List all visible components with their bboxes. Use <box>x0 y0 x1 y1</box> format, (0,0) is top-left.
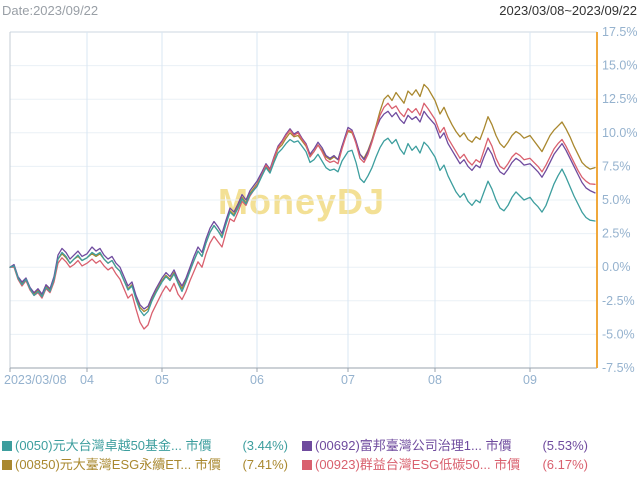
y-axis-label: -2.5% <box>602 294 635 308</box>
y-axis-label: 17.5% <box>602 25 637 39</box>
x-axis-label: 05 <box>155 373 169 387</box>
legend-label-0050: (0050)元大台灣卓越50基金... 市價 <box>15 438 212 453</box>
chart-area[interactable]: MoneyDJ 17.5% 15.0% 12.5% 10.0% 7.5% 5.0% 2.5%… <box>0 0 640 400</box>
legend-item-00850[interactable]: (00850)元大臺灣ESG永續ET... 市價 (7.41%) <box>2 457 302 473</box>
legend-return-pct-00923: (6.17%) <box>542 457 588 472</box>
legend-item-00923[interactable]: (00923)群益台灣ESG低碳50... 市價 (6.17%) <box>302 457 602 473</box>
x-axis-label: 08 <box>428 373 442 387</box>
x-axis-label: 2023/03/08 <box>4 373 67 387</box>
y-axis-label: 2.5% <box>602 227 631 241</box>
y-axis-label: 5.0% <box>602 193 631 207</box>
series-line-00850[interactable] <box>9 83 596 313</box>
legend-return-pct-0050: (3.44%) <box>242 438 288 453</box>
x-axis-label: 09 <box>523 373 537 387</box>
legend-label-00923: (00923)群益台灣ESG低碳50... 市價 <box>315 457 521 472</box>
legend-swatch-00850 <box>2 460 12 470</box>
legend-swatch-00923 <box>302 460 312 470</box>
y-axis-label: 7.5% <box>602 159 631 173</box>
y-axis-label: 0.0% <box>602 260 631 274</box>
legend-label-00692: (00692)富邦臺灣公司治理1... 市價 <box>315 438 512 453</box>
legend-item-0050[interactable]: (0050)元大台灣卓越50基金... 市價 (3.44%) <box>2 438 302 454</box>
legend-swatch-0050 <box>2 441 12 451</box>
y-axis-label: -5.0% <box>602 327 635 341</box>
legend-swatch-00692 <box>302 441 312 451</box>
legend-label-00850: (00850)元大臺灣ESG永續ET... 市價 <box>15 457 221 472</box>
performance-line-chart[interactable]: 17.5% 15.0% 12.5% 10.0% 7.5% 5.0% 2.5% 0.0% -2.5… <box>0 0 640 400</box>
x-axis-label: 04 <box>80 373 94 387</box>
y-axis-label: 12.5% <box>602 92 637 106</box>
chart-date-label: Date:2023/09/22 <box>2 3 99 18</box>
chart-date-range-label: 2023/03/08~2023/09/22 <box>499 3 637 18</box>
legend-return-pct-00850: (7.41%) <box>242 457 288 472</box>
x-axis-label: 07 <box>341 373 355 387</box>
legend-item-00692[interactable]: (00692)富邦臺灣公司治理1... 市價 (5.53%) <box>302 438 602 454</box>
legend: (0050)元大台灣卓越50基金... 市價 (3.44%) (00692)富邦臺灣… <box>2 438 638 473</box>
x-axis-label: 06 <box>250 373 264 387</box>
y-axis-label: 10.0% <box>602 126 637 140</box>
legend-return-pct-00692: (5.53%) <box>542 438 588 453</box>
series-line-0050[interactable] <box>9 137 596 317</box>
series-line-00692[interactable] <box>9 110 596 310</box>
y-axis-label: -7.5% <box>602 361 635 375</box>
y-axis-label: 15.0% <box>602 59 637 73</box>
series-line-00923[interactable] <box>9 102 596 330</box>
